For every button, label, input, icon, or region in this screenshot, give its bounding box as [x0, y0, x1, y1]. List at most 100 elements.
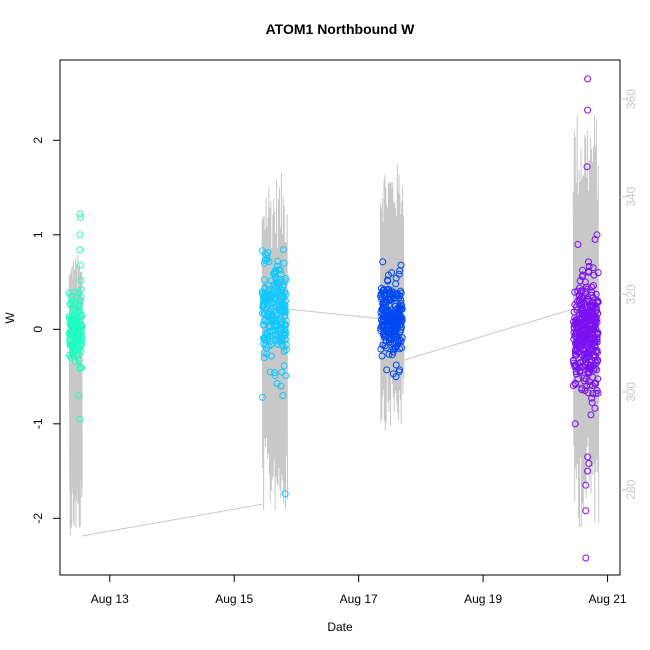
data-point	[589, 346, 597, 354]
y2-tick-label: 300	[624, 382, 638, 402]
data-point	[395, 270, 403, 278]
data-point	[272, 310, 280, 318]
data-point	[589, 311, 597, 319]
data-point	[75, 302, 83, 309]
data-point	[263, 254, 271, 262]
data-point	[276, 316, 283, 323]
data-point	[578, 345, 586, 353]
data-point	[281, 336, 289, 343]
data-point	[67, 322, 75, 330]
data-point	[77, 276, 85, 284]
data-point	[573, 322, 581, 330]
data-point	[582, 289, 589, 297]
data-point	[591, 338, 599, 346]
data-point	[580, 320, 588, 328]
data-point	[265, 322, 272, 330]
data-point	[589, 282, 597, 289]
data-point	[396, 267, 404, 275]
data-point	[386, 320, 394, 328]
data-point	[394, 316, 402, 324]
data-point	[76, 313, 84, 321]
data-point	[75, 356, 83, 364]
data-point	[272, 267, 280, 275]
data-point	[585, 327, 593, 335]
data-point	[261, 317, 269, 325]
data-point	[589, 264, 597, 272]
data-point	[576, 284, 583, 292]
data-point	[76, 365, 84, 372]
data-point	[77, 296, 84, 304]
data-point	[573, 370, 580, 378]
y-axis: -2 -1 0 1 2	[31, 137, 60, 524]
data-point	[580, 377, 588, 385]
data-point	[263, 252, 271, 260]
x-tick-label: Aug 19	[464, 592, 502, 606]
data-point	[578, 384, 586, 392]
data-point	[75, 392, 83, 399]
data-point	[392, 280, 400, 288]
data-point	[76, 246, 84, 254]
data-point	[70, 307, 78, 315]
x-tick-label: Aug 17	[340, 592, 378, 606]
data-point	[389, 348, 397, 356]
data-point	[593, 231, 601, 239]
data-point	[582, 354, 590, 362]
data-point	[268, 341, 275, 349]
plot-frame	[59, 59, 621, 576]
data-point	[588, 357, 596, 365]
scatter-points-layer	[65, 75, 602, 562]
data-point	[384, 294, 392, 302]
data-point	[578, 333, 586, 341]
data-point	[396, 292, 404, 300]
data-point	[264, 282, 272, 290]
data-point	[385, 326, 393, 334]
data-point	[580, 324, 588, 331]
data-point	[377, 345, 385, 353]
data-point	[579, 363, 587, 371]
data-point	[277, 382, 285, 390]
y-tick-label: 0	[31, 326, 45, 333]
data-point	[281, 311, 289, 319]
data-point	[588, 394, 596, 402]
secondary-series-burst	[379, 164, 405, 431]
data-point	[275, 282, 283, 290]
data-point	[379, 323, 387, 331]
data-point	[584, 295, 592, 303]
data-point	[576, 292, 584, 300]
data-point	[594, 269, 602, 277]
data-point	[388, 291, 396, 299]
data-point	[577, 342, 585, 350]
data-point	[593, 330, 601, 337]
data-point	[585, 258, 592, 266]
data-point	[573, 306, 581, 314]
data-point	[271, 369, 278, 377]
y-tick-label: -1	[31, 418, 45, 429]
data-point	[78, 312, 85, 320]
data-point	[585, 460, 593, 467]
data-point	[261, 250, 269, 258]
data-point	[582, 362, 590, 369]
data-point	[398, 344, 406, 352]
data-point	[278, 336, 286, 343]
data-point	[271, 372, 279, 380]
x-tick-label: Aug 13	[91, 592, 129, 606]
data-point	[270, 295, 278, 303]
data-point	[76, 335, 84, 343]
data-point	[68, 340, 75, 348]
y2-tick-label: 360	[624, 89, 638, 109]
data-point	[574, 342, 582, 350]
data-point	[594, 329, 602, 337]
data-point	[571, 363, 579, 371]
data-point	[385, 350, 393, 358]
data-point	[395, 368, 403, 376]
data-point	[585, 268, 593, 276]
data-point	[379, 258, 387, 266]
y-axis-label: W	[3, 312, 17, 324]
data-point	[593, 387, 601, 394]
x-tick-label: Aug 15	[215, 592, 253, 606]
data-point	[378, 352, 386, 360]
data-point	[273, 279, 281, 286]
data-point	[71, 288, 79, 296]
data-point	[279, 294, 287, 302]
data-point	[259, 393, 266, 401]
